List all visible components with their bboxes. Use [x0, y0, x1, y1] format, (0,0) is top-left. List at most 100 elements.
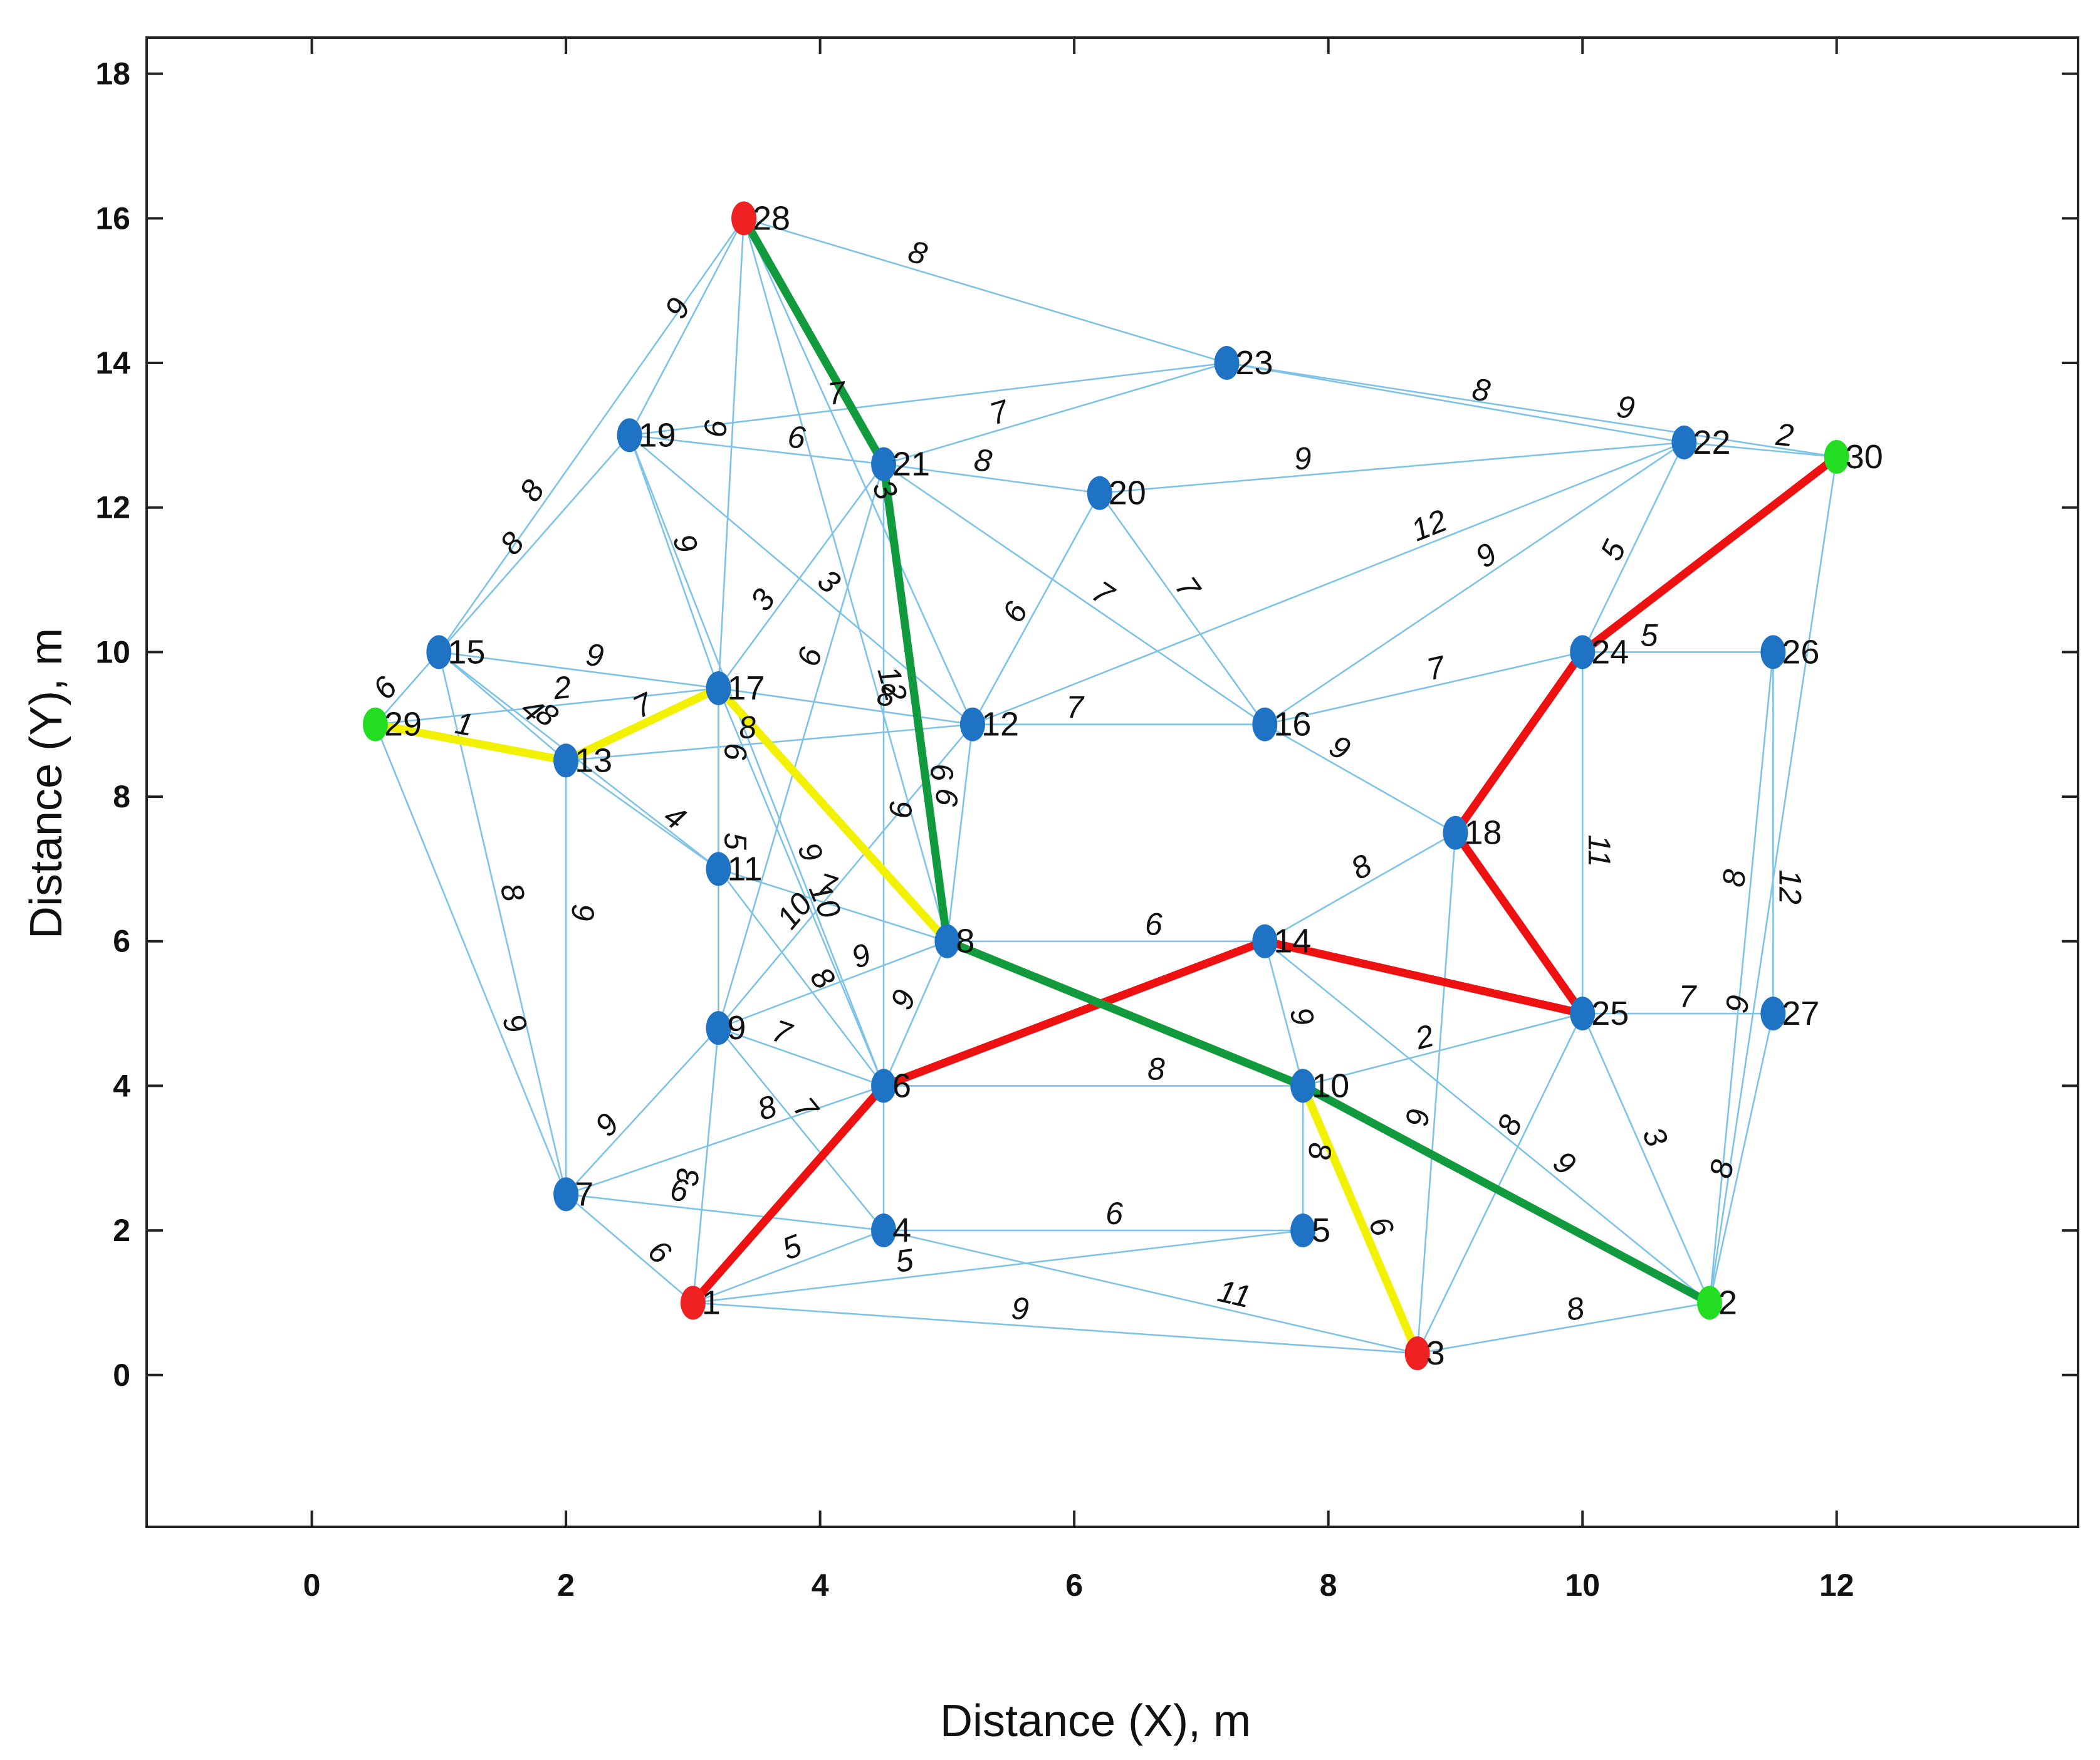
edge-weight-20-22: 9 [1293, 440, 1313, 476]
edge-layer [374, 217, 1838, 1354]
edge-weight-26-27: 12 [1772, 869, 1807, 904]
node-9 [706, 1011, 731, 1045]
edge-14-10 [1264, 941, 1304, 1086]
edge-9-6 [718, 1027, 884, 1087]
edge-15-28 [438, 217, 745, 653]
node-26 [1760, 635, 1786, 669]
edge-weight-7-4: 6 [669, 1171, 690, 1208]
node-label-16: 16 [1273, 706, 1311, 743]
node-label-27: 27 [1782, 995, 1819, 1032]
y-tick-label-2: 2 [113, 1213, 130, 1248]
node-label-5: 5 [1312, 1212, 1330, 1249]
edge-28-17 [718, 218, 745, 689]
node-30 [1824, 439, 1849, 474]
edge-24-16 [1265, 651, 1583, 725]
edge-weight-21-4: 9 [883, 800, 918, 818]
y-axis-title: Distance (Y), m [21, 628, 71, 939]
edge-11-8 [718, 868, 948, 942]
edge-17-12 [718, 687, 973, 726]
edge-22-16 [1264, 441, 1685, 725]
edge-12-9 [718, 723, 973, 1029]
node-25 [1570, 997, 1596, 1031]
edge-1-5 [692, 1229, 1303, 1304]
y-tick-label-16: 16 [95, 201, 130, 236]
node-27 [1760, 997, 1786, 1031]
node-18 [1443, 815, 1468, 850]
node-5 [1290, 1213, 1316, 1248]
node-label-28: 28 [753, 199, 790, 237]
node-label-22: 22 [1693, 424, 1730, 461]
node-17 [706, 671, 731, 706]
y-tick-label-6: 6 [113, 924, 130, 959]
edge-4-3 [883, 1229, 1418, 1354]
node-label-13: 13 [575, 741, 612, 779]
edge-28-8 [743, 217, 948, 942]
edge-18-3 [1416, 832, 1456, 1354]
node-label-12: 12 [981, 706, 1019, 743]
edge-6-7 [565, 1085, 884, 1195]
path-yellow [371, 684, 1422, 1358]
x-tick-label-12: 12 [1819, 1568, 1854, 1603]
edge-29-15 [374, 651, 440, 725]
node-label-24: 24 [1591, 633, 1629, 671]
node-label-3: 3 [1426, 1334, 1445, 1372]
y-tick-label-0: 0 [113, 1358, 130, 1393]
node-label-2: 2 [1718, 1284, 1737, 1321]
x-tick-label-2: 2 [557, 1568, 575, 1603]
edge-1-3 [692, 1302, 1418, 1354]
node-label-20: 20 [1109, 474, 1146, 512]
edge-22-30 [1684, 441, 1837, 458]
edge-13-11 [565, 760, 719, 870]
edge-weight-27-25: 7 [1679, 979, 1698, 1014]
node-23 [1214, 346, 1240, 380]
node-label-11: 11 [727, 850, 762, 888]
edge-weight-22-30: 2 [1774, 417, 1795, 453]
node-label-19: 19 [639, 416, 676, 454]
plot-frame [145, 36, 2079, 1528]
x-tick-label-6: 6 [1065, 1568, 1083, 1603]
edge-9-4 [718, 1027, 885, 1231]
node-label-layer: 1 234 567891011121314151617181920212223242… [384, 199, 1883, 1372]
node-29 [362, 707, 388, 741]
edge-21-16 [883, 463, 1266, 725]
node-7 [553, 1177, 579, 1212]
edge-20-16 [1099, 492, 1266, 725]
node-4 [871, 1213, 897, 1248]
edge-weight-26-2: 8 [1716, 867, 1752, 888]
edge-17-6 [718, 688, 885, 1086]
edge-weight-4-3: 11 [1215, 1273, 1254, 1314]
y-tick-label-4: 4 [113, 1068, 130, 1103]
edge-26-2 [1708, 652, 1774, 1303]
edge-28-23 [743, 217, 1227, 364]
edge-22-24 [1582, 442, 1685, 652]
edge-weight-8-14: 6 [1145, 907, 1162, 942]
node-19 [617, 418, 642, 453]
edge-23-30 [1226, 362, 1837, 458]
node-24 [1570, 635, 1596, 669]
edge-9-1 [692, 1028, 719, 1303]
edge-28-12 [743, 217, 974, 725]
node-label-14: 14 [1273, 923, 1311, 960]
node-label-30: 30 [1846, 438, 1883, 476]
node-label-4: 4 [892, 1212, 911, 1249]
x-tick-label-10: 10 [1565, 1568, 1600, 1603]
y-tick-label-10: 10 [95, 634, 130, 669]
node-label-23: 23 [1235, 344, 1273, 382]
node-label-18: 18 [1464, 814, 1502, 852]
edge-19-17 [629, 434, 719, 689]
edge-weight-19-21: 6 [786, 419, 807, 456]
edge-weight-16-12: 7 [1066, 690, 1085, 725]
y-tick-label-14: 14 [95, 345, 130, 380]
edge-21-17 [718, 463, 885, 689]
edge-15-19 [438, 434, 630, 653]
y-tick-label-8: 8 [113, 779, 130, 814]
edge-15-11 [438, 651, 719, 870]
edge-27-2 [1708, 1013, 1774, 1303]
edge-14-2 [1264, 940, 1710, 1304]
edge-7-4 [565, 1193, 884, 1232]
node-2 [1696, 1286, 1722, 1320]
node-1 [680, 1286, 706, 1320]
edge-3-2 [1417, 1302, 1710, 1354]
